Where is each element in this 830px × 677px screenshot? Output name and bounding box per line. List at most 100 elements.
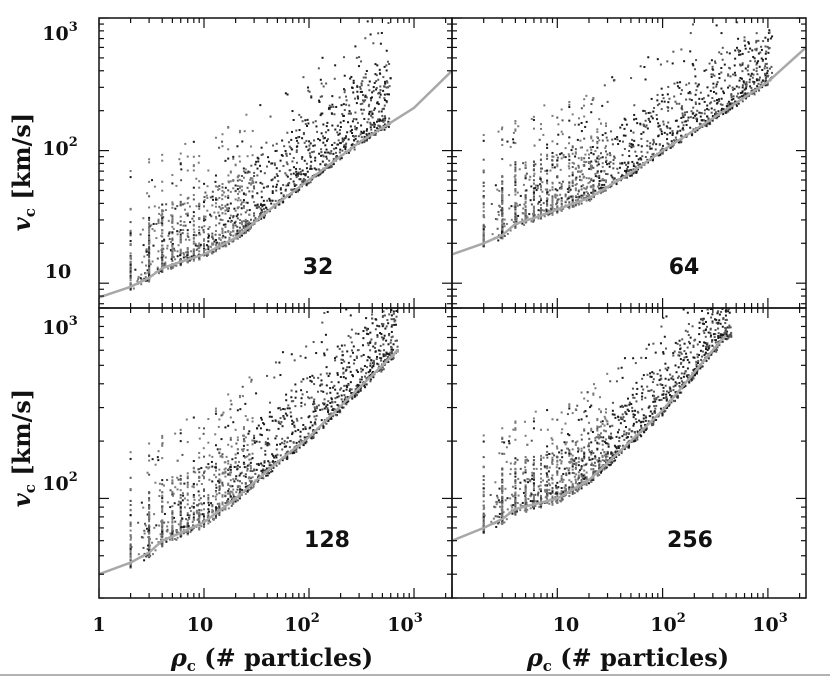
scatter-point bbox=[578, 175, 581, 178]
scatter-point bbox=[744, 67, 747, 70]
scatter-point bbox=[342, 376, 345, 379]
scatter-point bbox=[325, 163, 328, 166]
scatter-point bbox=[349, 314, 352, 317]
scatter-point bbox=[247, 221, 250, 224]
scatter-point bbox=[532, 163, 535, 166]
scatter-point bbox=[246, 155, 249, 158]
scatter-point bbox=[539, 183, 542, 186]
scatter-point bbox=[646, 127, 649, 130]
scatter-point bbox=[718, 100, 721, 103]
scatter-point bbox=[298, 178, 301, 181]
scatter-point bbox=[192, 495, 195, 498]
scatter-point bbox=[606, 139, 609, 142]
scatter-point bbox=[257, 160, 260, 163]
scatter-point bbox=[662, 97, 665, 100]
scatter-point bbox=[384, 82, 387, 85]
scatter-point bbox=[764, 74, 767, 77]
scatter-point bbox=[218, 480, 221, 483]
scatter-point bbox=[360, 130, 363, 133]
scatter-point bbox=[543, 104, 546, 107]
scatter-point bbox=[207, 169, 210, 172]
scatter-point bbox=[333, 77, 336, 80]
scatter-point bbox=[333, 408, 336, 411]
scatter-point bbox=[600, 179, 603, 182]
scatter-point bbox=[653, 106, 656, 109]
scatter-point bbox=[377, 118, 380, 121]
scatter-point bbox=[218, 237, 221, 240]
scatter-point bbox=[261, 153, 264, 156]
scatter-point bbox=[257, 424, 260, 427]
scatter-point bbox=[157, 450, 160, 453]
scatter-point bbox=[200, 466, 203, 469]
scatter-point bbox=[596, 185, 599, 188]
scatter-point bbox=[384, 123, 387, 126]
scatter-point bbox=[356, 140, 359, 143]
scatter-point bbox=[751, 89, 754, 92]
scatter-point bbox=[363, 135, 366, 138]
scatter-point bbox=[359, 103, 362, 106]
scatter-point bbox=[162, 254, 165, 257]
scatter-point bbox=[184, 142, 187, 145]
scatter-point bbox=[214, 136, 217, 139]
scatter-point bbox=[700, 111, 703, 114]
scatter-point bbox=[171, 203, 174, 206]
scatter-point bbox=[514, 178, 517, 181]
scatter-point bbox=[207, 236, 210, 239]
scatter-point bbox=[681, 127, 684, 130]
scatter-point bbox=[729, 75, 732, 78]
scatter-point bbox=[221, 133, 224, 136]
scatter-point bbox=[165, 530, 168, 533]
scatter-point bbox=[656, 104, 659, 107]
scatter-point bbox=[232, 495, 235, 498]
scatter-point bbox=[300, 401, 303, 404]
scatter-point bbox=[237, 460, 240, 463]
scatter-point bbox=[532, 198, 535, 201]
scatter-point bbox=[268, 472, 271, 475]
scatter-point bbox=[244, 220, 247, 223]
scatter-point bbox=[186, 526, 189, 529]
scatter-point bbox=[170, 534, 173, 537]
scatter-point bbox=[203, 225, 206, 228]
scatter-point bbox=[221, 481, 224, 484]
scatter-point bbox=[198, 207, 201, 210]
scatter-point bbox=[343, 145, 346, 148]
scatter-point bbox=[211, 510, 214, 513]
scatter-point bbox=[666, 106, 669, 109]
scatter-point bbox=[278, 170, 281, 173]
scatter-point bbox=[275, 189, 278, 192]
scatter-point bbox=[349, 77, 352, 80]
scatter-point bbox=[360, 370, 363, 373]
scatter-point bbox=[737, 102, 740, 105]
scatter-point bbox=[350, 328, 353, 331]
scatter-point bbox=[356, 370, 359, 373]
scatter-point bbox=[741, 84, 744, 87]
scatter-point bbox=[326, 151, 329, 154]
scatter-point bbox=[148, 459, 151, 462]
scatter-point bbox=[129, 221, 132, 224]
scatter-point bbox=[327, 400, 330, 403]
scatter-point bbox=[251, 476, 254, 479]
scatter-point bbox=[715, 83, 718, 86]
scatter-point bbox=[380, 370, 383, 373]
scatter-point bbox=[761, 60, 764, 63]
scatter-point bbox=[497, 239, 500, 242]
scatter-point bbox=[696, 109, 699, 112]
scatter-point bbox=[625, 123, 628, 126]
scatter-point bbox=[390, 348, 393, 351]
scatter-point bbox=[590, 111, 593, 114]
scatter-point bbox=[236, 237, 239, 240]
scatter-point bbox=[232, 226, 235, 229]
scatter-point bbox=[313, 376, 316, 379]
scatter-point bbox=[277, 203, 280, 206]
scatter-point bbox=[242, 170, 245, 173]
scatter-point bbox=[561, 180, 564, 183]
scatter-point bbox=[339, 376, 342, 379]
scatter-point bbox=[188, 238, 191, 241]
scatter-point bbox=[305, 183, 308, 186]
scatter-point bbox=[576, 138, 579, 141]
scatter-point bbox=[501, 189, 504, 192]
scatter-point bbox=[482, 229, 485, 232]
scatter-point bbox=[281, 459, 284, 462]
scatter-point bbox=[522, 162, 525, 165]
scatter-point bbox=[229, 463, 232, 466]
